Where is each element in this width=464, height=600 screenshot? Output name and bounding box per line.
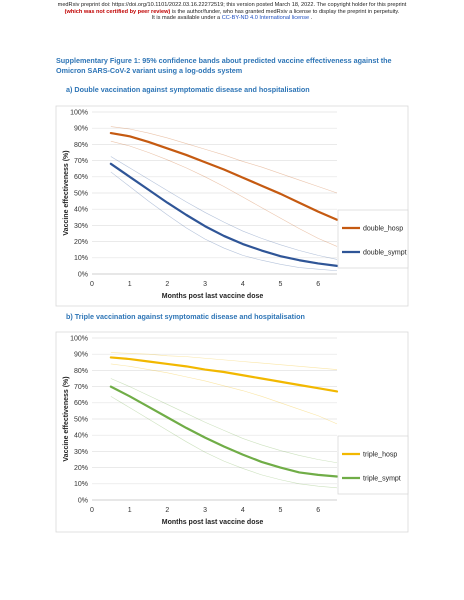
x-tick-label: 6 <box>316 507 320 514</box>
x-tick-label: 4 <box>241 507 245 514</box>
x-tick-label: 0 <box>90 281 94 288</box>
y-tick-label: 30% <box>74 449 88 456</box>
triple_sympt-ci-upper <box>110 378 338 464</box>
figure-title: Supplementary Figure 1: 95% confidence b… <box>56 56 392 75</box>
y-tick-label: 10% <box>74 481 88 488</box>
y-tick-label: 10% <box>74 255 88 262</box>
x-axis-label: Months post last vaccine dose <box>162 293 264 300</box>
x-tick-label: 6 <box>316 281 320 288</box>
double_sympt-ci-lower <box>110 171 338 272</box>
y-tick-label: 50% <box>74 416 88 423</box>
y-tick-label: 0% <box>78 497 88 504</box>
chart-frame <box>55 331 409 533</box>
triple_hosp-ci-lower <box>110 363 338 425</box>
legend-label-triple_sympt: triple_sympt <box>363 475 401 482</box>
x-tick-label: 5 <box>279 507 283 514</box>
y-tick-label: 80% <box>74 142 88 149</box>
peer-review-notice: (which was not certified by peer review) <box>64 8 171 15</box>
triple_hosp-line <box>109 356 339 393</box>
chart-triple-vaccination: 0% 10% 20% 30% 40% 50% 60% 70% 80% 90% 100% 0 1 2 3 4 5 6… <box>55 331 409 533</box>
header-line-2-rest: is the author/funder, who has granted me… <box>170 8 400 15</box>
x-tick-label: 1 <box>128 281 132 288</box>
x-tick-label: 0 <box>90 507 94 514</box>
y-tick-label: 60% <box>74 174 88 181</box>
triple_sympt-ci-lower <box>110 396 338 489</box>
double_hosp-ci-upper <box>110 126 338 194</box>
double_hosp-line <box>109 131 339 221</box>
y-tick-label: 90% <box>74 352 88 359</box>
y-tick-label: 0% <box>78 271 88 278</box>
legend-label-double_hosp: double_hosp <box>363 225 403 232</box>
y-axis-label: Vaccine effectiveness (%) <box>63 376 70 461</box>
double_sympt-ci-upper <box>110 156 338 260</box>
license-suffix: . <box>309 15 313 22</box>
header-line-1: medRxiv preprint doi: https://doi.org/10… <box>57 2 407 8</box>
y-tick-label: 80% <box>74 368 88 375</box>
legend-label-double_sympt: double_sympt <box>363 249 407 256</box>
double_sympt-line <box>109 162 339 267</box>
header-line-3: It is made available under a CC-BY-ND 4.… <box>0 15 464 22</box>
x-tick-label: 4 <box>241 281 245 288</box>
x-tick-label: 3 <box>203 281 207 288</box>
license-link[interactable]: CC-BY-ND 4.0 International license <box>221 15 310 22</box>
legend-box <box>337 435 409 495</box>
triple_sympt-line <box>109 385 339 478</box>
preprint-header: medRxiv preprint doi: https://doi.org/10… <box>0 2 464 22</box>
double_hosp-ci-lower <box>110 140 338 247</box>
license-prefix: It is made available under a <box>151 15 222 22</box>
y-tick-label: 50% <box>74 190 88 197</box>
y-tick-label: 100% <box>70 335 88 342</box>
chart-double-vaccination: 0% 10% 20% 30% 40% 50% 60% 70% 80% 90% 100% 0 1 2 3 4 5 6… <box>55 105 409 307</box>
x-tick-label: 2 <box>165 281 169 288</box>
x-tick-label: 2 <box>165 507 169 514</box>
y-tick-label: 70% <box>74 384 88 391</box>
section-b-heading: b) Triple vaccination against symptomati… <box>66 312 305 321</box>
x-axis-label: Months post last vaccine dose <box>162 519 264 526</box>
chart-frame <box>55 105 409 307</box>
x-tick-label: 5 <box>279 281 283 288</box>
legend-label-triple_hosp: triple_hosp <box>363 451 397 458</box>
y-tick-label: 20% <box>74 465 88 472</box>
y-tick-label: 90% <box>74 126 88 133</box>
header-line-2: (which was not certified by peer review)… <box>0 9 464 16</box>
y-tick-label: 20% <box>74 239 88 246</box>
section-a-heading: a) Double vaccination against symptomati… <box>66 85 310 94</box>
triple_hosp-ci-upper <box>110 352 338 370</box>
x-tick-label: 3 <box>203 507 207 514</box>
y-tick-label: 60% <box>74 400 88 407</box>
y-tick-label: 40% <box>74 433 88 440</box>
legend-box <box>337 209 409 269</box>
y-tick-label: 100% <box>70 109 88 116</box>
x-tick-label: 1 <box>128 507 132 514</box>
y-tick-label: 70% <box>74 158 88 165</box>
y-tick-label: 30% <box>74 223 88 230</box>
y-tick-label: 40% <box>74 207 88 214</box>
y-axis-label: Vaccine effectiveness (%) <box>63 150 70 235</box>
